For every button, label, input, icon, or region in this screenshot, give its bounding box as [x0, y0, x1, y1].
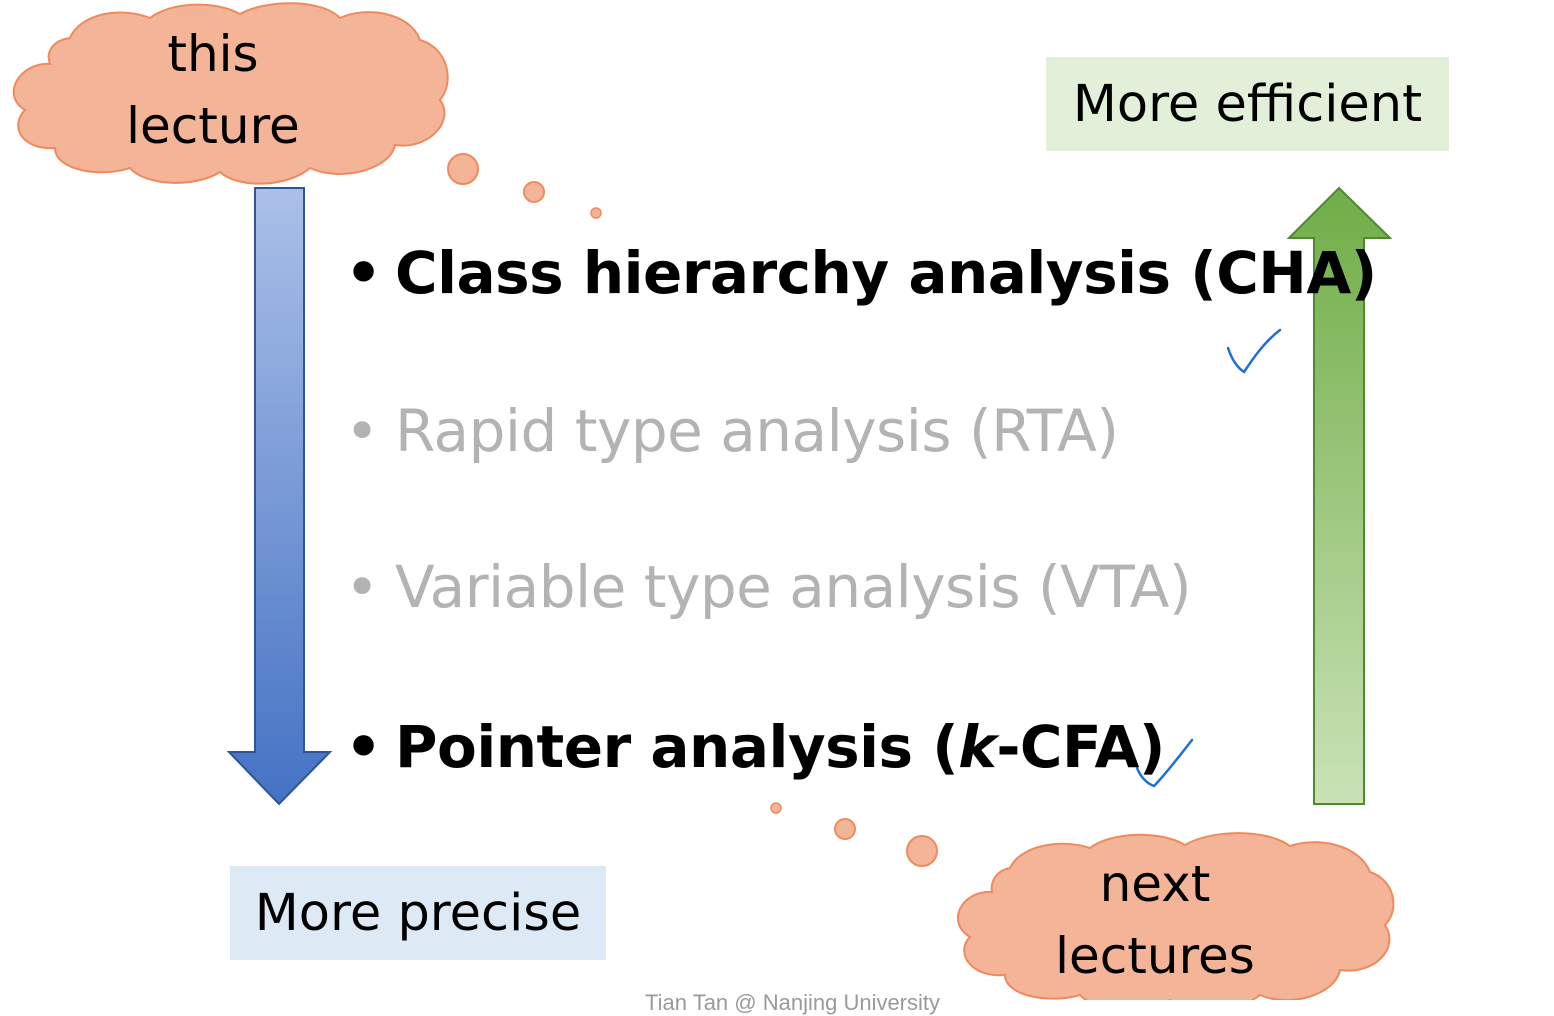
- bullet-text: Variable type analysis (VTA): [395, 553, 1192, 621]
- list-item: • Pointer analysis (k-CFA): [345, 712, 1165, 782]
- check-mark-icon: [1135, 738, 1194, 788]
- bullet-text: Class hierarchy analysis (CHA): [395, 239, 1377, 307]
- down-arrow-icon: [226, 187, 333, 806]
- bullet-text-suffix: -CFA): [996, 713, 1165, 781]
- thought-cloud-icon: [770, 802, 1395, 1000]
- bullet-text-italic: k: [958, 713, 997, 781]
- bullet-text-prefix: Pointer analysis (: [395, 713, 959, 781]
- more-efficient-label: More efficient: [1046, 57, 1449, 151]
- slide-footer: Tian Tan @ Nanjing University: [645, 990, 941, 1015]
- cloud-bottom-line1: next: [1099, 855, 1211, 913]
- thought-cloud-icon: [12, 2, 602, 219]
- bullet-text: Rapid type analysis (RTA): [395, 397, 1119, 465]
- bullet-marker: •: [345, 397, 379, 465]
- cloud-top-line2: lecture: [126, 97, 300, 155]
- bullet-marker: •: [345, 553, 379, 621]
- list-item: • Variable type analysis (VTA): [345, 552, 1192, 622]
- bullet-marker: •: [345, 239, 382, 307]
- cloud-top-text: this lecture: [108, 18, 318, 162]
- up-arrow-icon: [1286, 186, 1393, 805]
- more-precise-label: More precise: [230, 866, 606, 960]
- cloud-top-line1: this: [167, 25, 259, 83]
- cloud-bottom-line2: lectures: [1055, 927, 1255, 985]
- list-item: • Class hierarchy analysis (CHA): [345, 238, 1377, 308]
- cloud-bottom-text: next lectures: [1040, 848, 1270, 992]
- bullet-marker: •: [345, 713, 382, 781]
- check-mark-icon: [1226, 328, 1282, 374]
- list-item: • Rapid type analysis (RTA): [345, 396, 1119, 466]
